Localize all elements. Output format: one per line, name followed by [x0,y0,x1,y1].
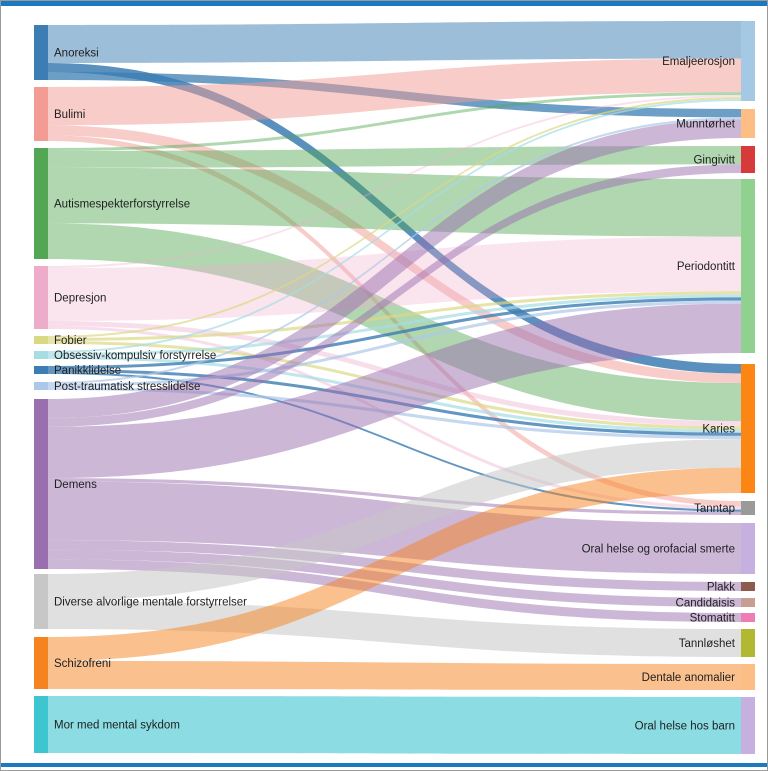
node-label-oralsmerte: Oral helse og orofacial smerte [582,544,735,556]
sankey-node-candida[interactable] [741,598,755,607]
sankey-node-demens[interactable] [34,399,48,569]
sankey-link-bulimi-to-tanntap[interactable] [48,135,741,507]
sankey-node-mor[interactable] [34,696,48,753]
node-label-mor: Mor med mental sykdom [54,720,180,732]
node-label-fobier: Fobier [54,335,87,347]
sankey-node-stomatitt[interactable] [741,613,755,622]
sankey-node-autisme[interactable] [34,148,48,259]
sankey-link-diverse-to-tannloshet[interactable] [48,601,741,657]
sankey-link-bulimi-to-emalje[interactable] [48,58,741,126]
sankey-node-tanntap[interactable] [741,501,755,515]
node-label-emalje: Emaljeerosjon [662,56,735,68]
sankey-link-bulimi-to-karies[interactable] [48,125,741,384]
sankey-link-demens-to-stomatitt[interactable] [48,559,741,622]
sankey-link-autisme-to-periodontitt[interactable] [48,167,741,237]
sankey-link-ptsd-to-periodontitt[interactable] [48,300,741,387]
sankey-node-emalje[interactable] [741,21,755,101]
sankey-node-tannloshet[interactable] [741,629,755,657]
sankey-node-periodontitt[interactable] [741,179,755,353]
node-label-demens: Demens [54,479,97,491]
sankey-link-depresjon-to-periodontitt[interactable] [48,236,741,321]
sankey-link-demens-to-periodontitt[interactable] [48,303,741,479]
node-label-plakk: Plakk [707,582,735,594]
sankey-node-plakk[interactable] [741,582,755,591]
sankey-link-panikk-to-periodontitt[interactable] [48,297,741,369]
node-label-munntorhet: Munntørhet [676,119,736,131]
node-label-bulimi: Bulimi [54,109,85,121]
node-label-periodontitt: Periodontitt [677,261,736,273]
sankey-link-demens-to-tanntap[interactable] [48,478,741,515]
node-label-anoreksi: Anoreksi [54,48,99,60]
node-label-tanntap: Tanntap [694,503,735,515]
node-label-candida: Candidaisis [676,598,736,610]
sankey-node-oralsmerte[interactable] [741,523,755,574]
sankey-node-fobier[interactable] [34,336,48,344]
sankey-node-dentale[interactable] [741,664,755,690]
node-label-stomatitt: Stomatitt [690,613,736,625]
sankey-link-mor-to-barn[interactable] [48,696,741,754]
sankey-link-autisme-to-emalje[interactable] [48,92,741,151]
sankey-link-schizofreni-to-dentale[interactable] [48,661,741,690]
sankey-link-depresjon-to-tanntap[interactable] [48,326,741,510]
sankey-node-anoreksi[interactable] [34,25,48,80]
sankey-link-depresjon-to-emalje[interactable] [48,95,741,269]
node-label-ptsd: Post-traumatisk stresslidelse [54,381,200,393]
sankey-link-fobier-to-emalje[interactable] [48,97,741,339]
sankey-link-ocd-to-emalje[interactable] [48,99,741,353]
sankey-node-bulimi[interactable] [34,87,48,141]
sankey-node-karies[interactable] [741,364,755,493]
sankey-node-munntorhet[interactable] [741,109,755,138]
sankey-node-depresjon[interactable] [34,266,48,329]
node-label-tannloshet: Tannløshet [679,638,736,650]
sankey-link-autisme-to-karies[interactable] [48,223,741,422]
sankey-link-schizofreni-to-karies[interactable] [48,467,741,661]
sankey-link-panikk-to-tanntap[interactable] [48,372,741,512]
node-label-karies: Karies [702,424,735,436]
node-label-schizofreni: Schizofreni [54,658,111,670]
sankey-node-barn[interactable] [741,697,755,754]
sankey-node-schizofreni[interactable] [34,637,48,689]
node-label-dentale: Dentale anomalier [642,672,736,684]
sankey-node-ocd[interactable] [34,351,48,359]
sankey-node-ptsd[interactable] [34,382,48,390]
sankey-link-ocd-to-periodontitt[interactable] [48,294,741,356]
sankey-link-demens-to-gingivitt[interactable] [48,164,741,427]
sankey-node-panikk[interactable] [34,366,48,374]
node-label-depresjon: Depresjon [54,293,106,305]
sankey-link-demens-to-munntorhet[interactable] [48,119,741,419]
node-label-gingivitt: Gingivitt [693,155,735,167]
sankey-node-diverse[interactable] [34,574,48,629]
node-label-barn: Oral helse hos barn [635,721,735,733]
bottom-accent-bar [1,763,767,767]
top-accent-bar [1,1,767,6]
sankey-link-diverse-to-karies[interactable] [48,439,741,601]
sankey-link-ptsd-to-munntorhet[interactable] [48,117,741,385]
node-label-autisme: Autismespekterforstyrrelse [54,199,190,211]
node-label-ocd: Obsessiv-kompulsiv forstyrrelse [54,350,216,362]
sankey-link-anoreksi-to-emalje[interactable] [48,21,741,63]
sankey-node-gingivitt[interactable] [741,146,755,173]
sankey-link-fobier-to-periodontitt[interactable] [48,291,741,341]
node-label-diverse: Diverse alvorlige mentale forstyrrelser [54,597,247,609]
node-label-panikk: Panikklidelse [54,365,121,377]
